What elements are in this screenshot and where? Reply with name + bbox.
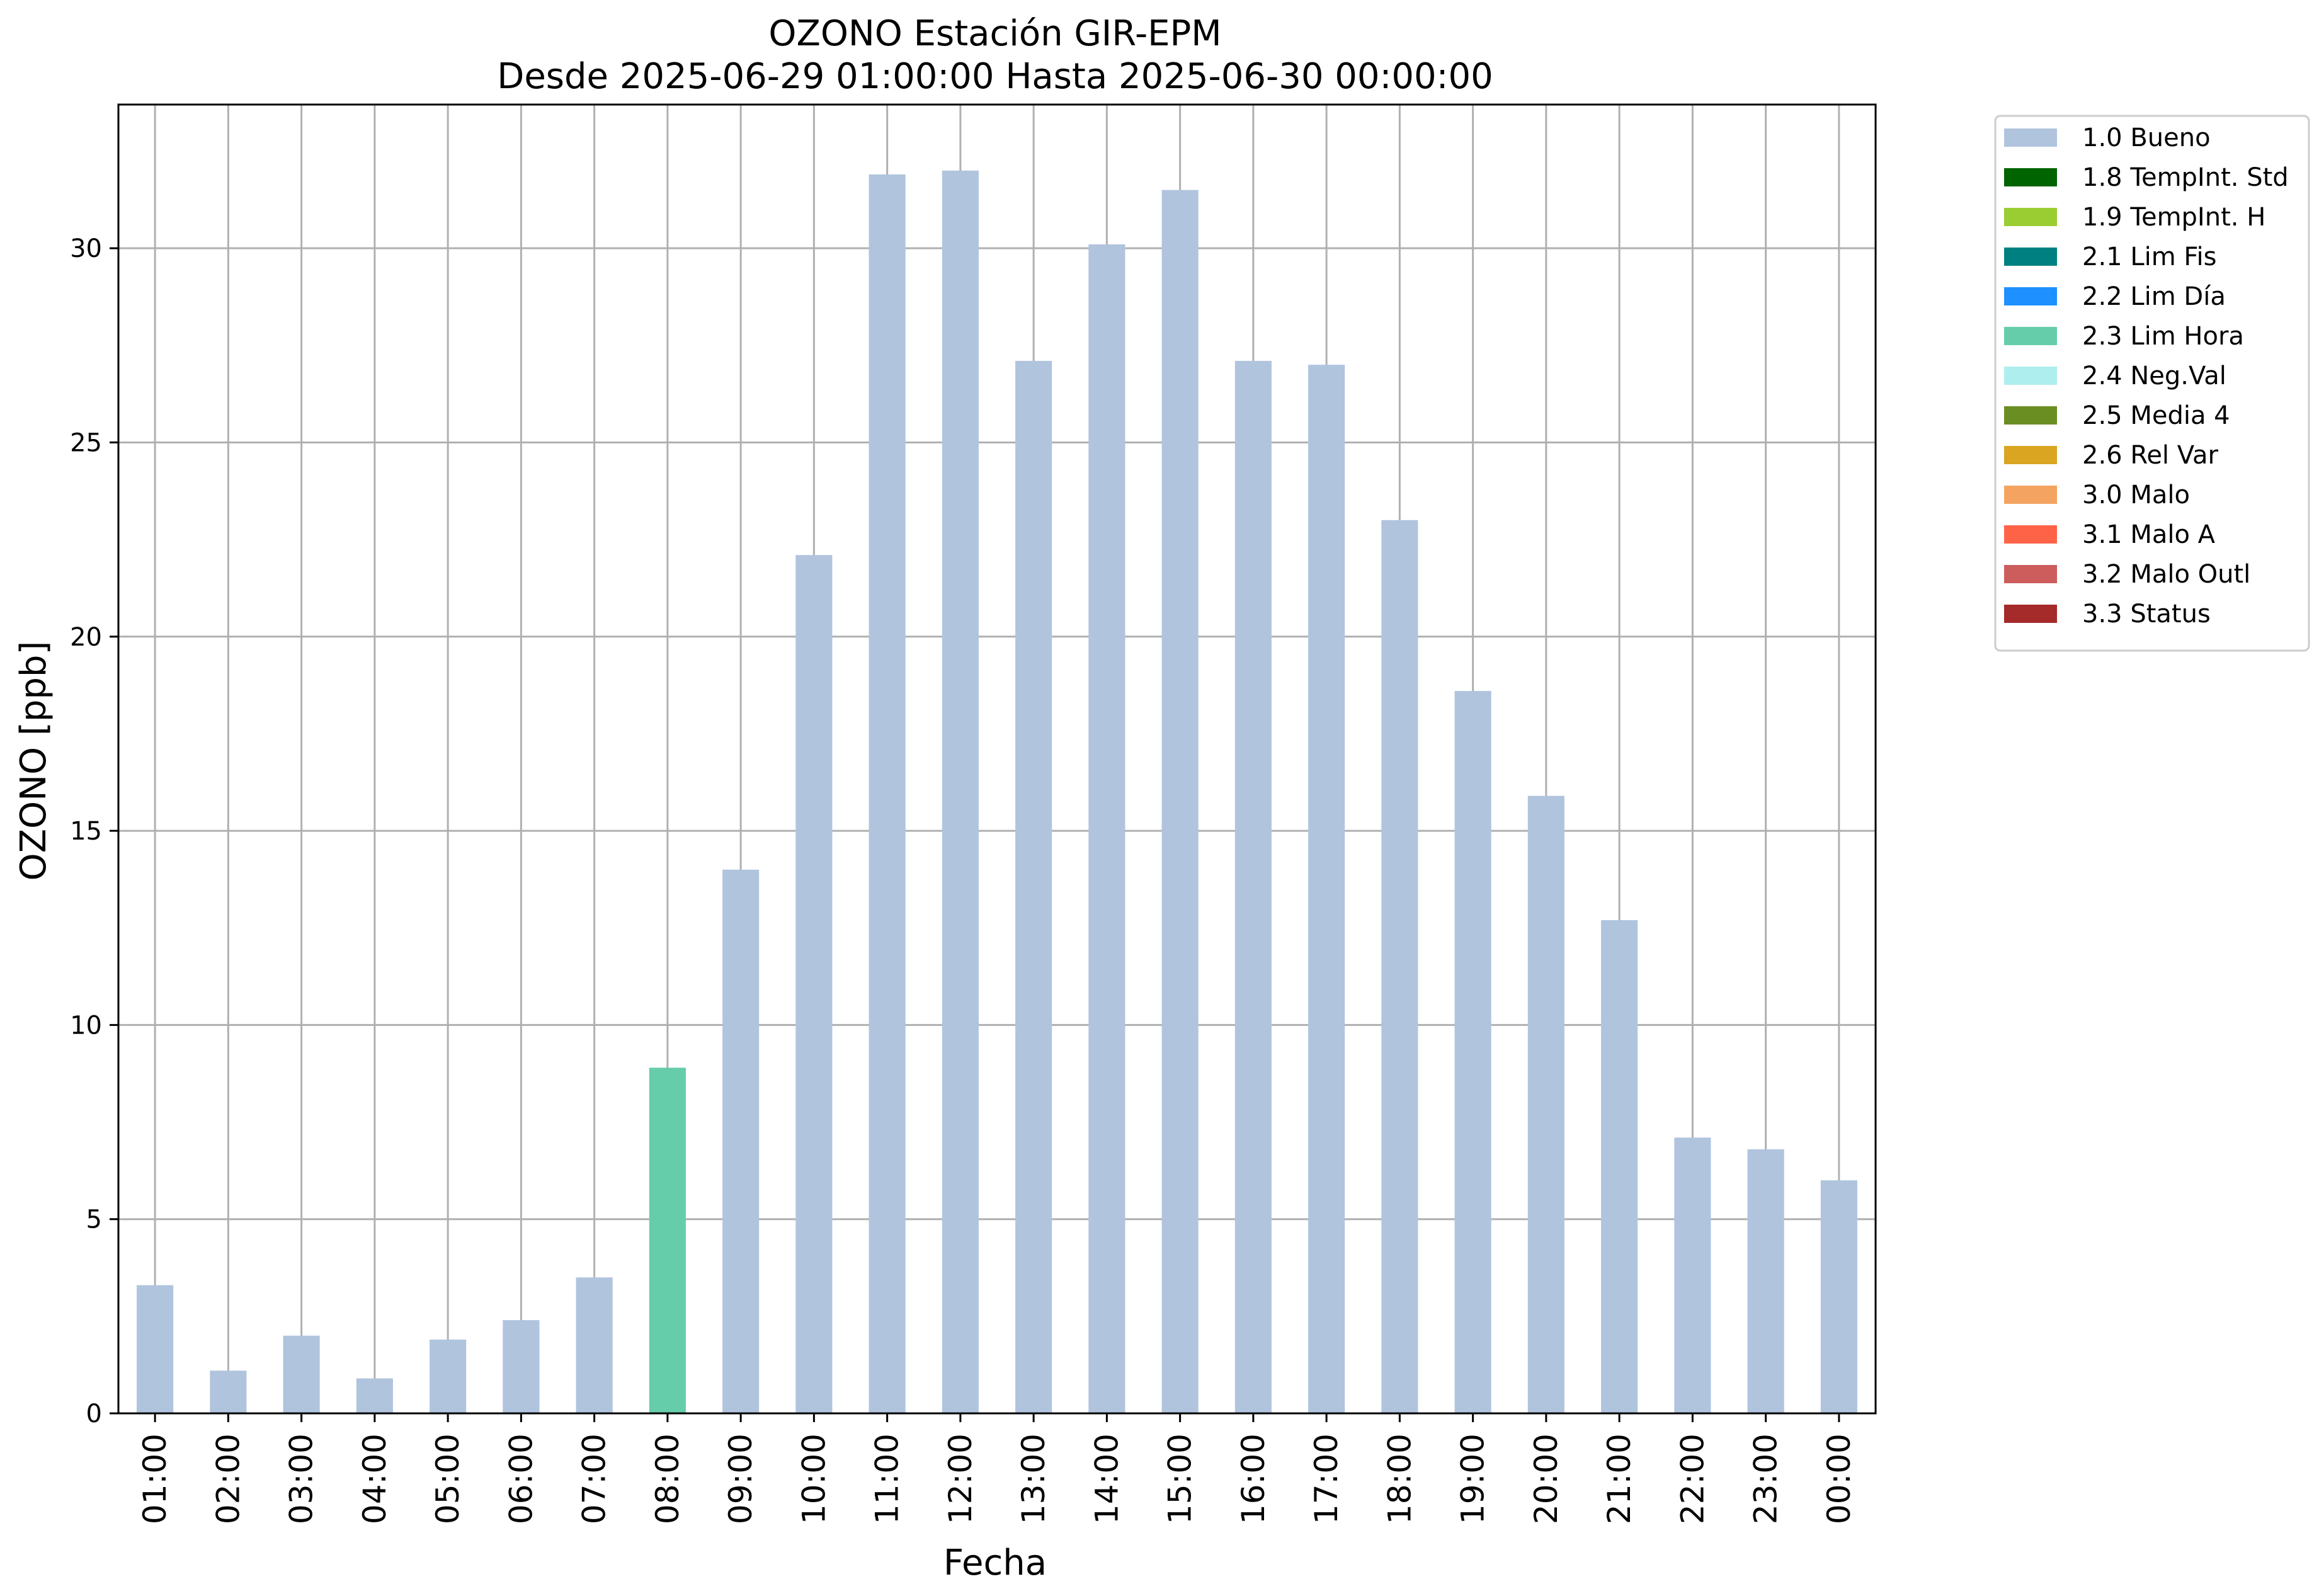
legend-label: 3.0 Malo [2082,481,2190,510]
y-tick-label: 20 [70,623,102,652]
bar-22:00 [1674,1137,1711,1413]
y-axis-ticks: 0 5 10 15 20 25 30 [70,234,118,1428]
legend-swatch [2004,128,2057,147]
bar-14:00 [1088,244,1125,1414]
legend-label: 1.0 Bueno [2082,123,2211,152]
bar-06:00 [503,1320,540,1413]
legend-swatch [2004,367,2057,385]
x-tick-label: 23:00 [1748,1434,1784,1524]
bar-04:00 [356,1378,393,1413]
x-tick-label: 08:00 [649,1434,686,1524]
bar-01:00 [137,1285,174,1413]
legend-swatch [2004,486,2057,504]
legend: 1.0 Bueno 1.8 TempInt. Std 1.9 TempInt. H 2… [1994,115,2310,652]
legend-label: 2.4 Neg.Val [2082,362,2226,390]
legend-swatch [2004,565,2057,583]
bar-00:00 [1820,1180,1857,1413]
bar-16:00 [1234,360,1272,1414]
bar-23:00 [1747,1149,1784,1413]
legend-label: 3.3 Status [2082,600,2211,629]
legend-swatch [2004,605,2057,623]
x-axis-ticks: 01:00 02:00 03:00 04:00 05:00 06:00 07:00 08:00… [137,1413,1857,1524]
legend-label: 1.9 TempInt. H [2082,203,2265,232]
bar-11:00 [869,174,906,1413]
bar-09:00 [722,869,760,1413]
bar-20:00 [1527,795,1564,1413]
x-axis-label: Fecha [943,1542,1047,1583]
legend-swatch [2004,406,2057,425]
x-tick-label: 10:00 [795,1434,832,1524]
legend-swatch [2004,248,2057,266]
x-tick-label: 06:00 [503,1434,539,1524]
legend-box [1994,115,2310,652]
legend-swatch [2004,525,2057,544]
bar-19:00 [1454,691,1491,1413]
x-tick-label: 04:00 [356,1434,393,1524]
bar-02:00 [210,1371,247,1413]
legend-swatch [2004,446,2057,464]
chart-title: OZONO Estación GIR-EPM [768,13,1221,54]
y-axis-label: OZONO [ppb] [13,641,54,881]
x-tick-label: 13:00 [1015,1434,1052,1524]
legend-label: 2.2 Lim Día [2082,282,2226,311]
chart-subtitle: Desde 2025-06-29 01:00:00 Hasta 2025-06-… [497,56,1493,97]
bar-17:00 [1308,365,1345,1413]
x-tick-label: 05:00 [430,1434,466,1524]
bar-15:00 [1161,190,1199,1414]
bar-18:00 [1381,520,1418,1413]
x-tick-label: 20:00 [1528,1434,1564,1524]
y-tick-label: 0 [86,1399,102,1428]
legend-swatch [2004,168,2057,186]
y-tick-label: 25 [70,428,102,457]
x-tick-label: 09:00 [722,1434,759,1524]
legend-label: 2.5 Media 4 [2082,401,2230,430]
x-tick-label: 21:00 [1601,1434,1638,1524]
y-tick-label: 5 [86,1206,102,1234]
legend-swatch [2004,208,2057,226]
legend-label: 2.3 Lim Hora [2082,322,2244,351]
legend-label: 2.1 Lim Fis [2082,242,2216,271]
y-tick-label: 30 [70,234,102,263]
y-tick-label: 10 [70,1011,102,1040]
bar-03:00 [283,1335,320,1413]
bar-07:00 [576,1277,613,1413]
legend-label: 2.6 Rel Var [2082,441,2219,470]
x-tick-label: 12:00 [942,1434,979,1524]
x-tick-label: 07:00 [576,1434,613,1524]
x-tick-label: 14:00 [1088,1434,1125,1524]
legend-swatch [2004,287,2057,305]
x-tick-label: 03:00 [283,1434,320,1524]
x-tick-label: 19:00 [1455,1434,1491,1524]
bar-05:00 [430,1339,467,1413]
x-tick-label: 11:00 [869,1434,906,1524]
bar-08:00 [649,1068,686,1413]
x-tick-label: 15:00 [1162,1434,1199,1524]
x-tick-label: 02:00 [210,1434,246,1524]
x-tick-label: 00:00 [1821,1434,1857,1524]
bar-12:00 [942,170,979,1413]
legend-label: 3.2 Malo Outl [2082,560,2250,589]
x-tick-label: 22:00 [1674,1434,1711,1524]
legend-label: 3.1 Malo A [2082,520,2216,549]
legend-label: 1.8 TempInt. Std [2082,163,2289,192]
x-tick-label: 16:00 [1235,1434,1272,1524]
legend-swatch [2004,327,2057,345]
x-tick-label: 17:00 [1308,1434,1345,1524]
bar-21:00 [1601,920,1638,1413]
x-tick-label: 01:00 [137,1434,173,1524]
x-tick-label: 18:00 [1381,1434,1418,1524]
plot-frame [117,103,1877,1415]
y-tick-label: 15 [70,817,102,846]
bars [137,170,1857,1414]
bar-10:00 [795,555,833,1414]
bar-13:00 [1015,360,1052,1414]
